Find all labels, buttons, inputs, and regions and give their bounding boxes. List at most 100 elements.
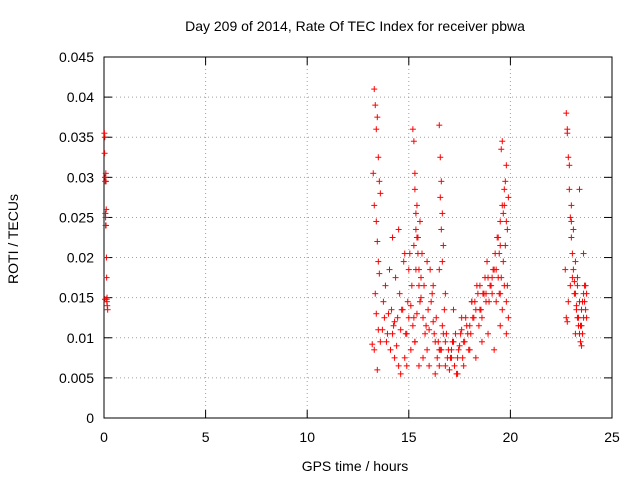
chart-title: Day 209 of 2014, Rate Of TEC Index for r… bbox=[185, 18, 525, 34]
data-point bbox=[103, 206, 110, 213]
data-point bbox=[457, 330, 464, 337]
data-point bbox=[397, 326, 404, 333]
x-tick-label: 25 bbox=[604, 429, 620, 445]
data-point bbox=[104, 306, 111, 313]
data-point bbox=[372, 290, 379, 297]
data-point bbox=[497, 242, 504, 249]
data-point bbox=[411, 170, 418, 177]
data-point bbox=[397, 370, 404, 377]
data-point bbox=[385, 310, 392, 317]
data-point bbox=[403, 362, 410, 369]
data-point bbox=[101, 150, 108, 157]
data-point bbox=[427, 266, 434, 273]
data-point bbox=[424, 346, 431, 353]
data-point bbox=[582, 306, 589, 313]
data-point bbox=[493, 298, 500, 305]
axes-frame bbox=[103, 56, 613, 419]
data-point bbox=[420, 314, 427, 321]
data-point bbox=[438, 226, 445, 233]
data-point bbox=[103, 254, 110, 261]
data-point bbox=[454, 354, 461, 361]
grid bbox=[104, 57, 612, 418]
data-point bbox=[376, 178, 383, 185]
data-point bbox=[439, 322, 446, 329]
data-point bbox=[568, 234, 575, 241]
data-point bbox=[503, 298, 510, 305]
data-point bbox=[442, 290, 449, 297]
data-point bbox=[450, 306, 457, 313]
data-point bbox=[371, 202, 378, 209]
data-point bbox=[496, 290, 503, 297]
data-point bbox=[580, 250, 587, 257]
plot-border bbox=[103, 56, 613, 419]
data-point bbox=[430, 282, 437, 289]
data-point bbox=[569, 274, 576, 281]
data-point bbox=[408, 282, 415, 289]
data-point bbox=[401, 250, 408, 257]
data-point bbox=[411, 338, 418, 345]
data-point bbox=[443, 330, 450, 337]
data-point bbox=[420, 354, 427, 361]
data-point bbox=[433, 314, 440, 321]
y-tick-label: 0.025 bbox=[59, 209, 94, 225]
data-point bbox=[387, 346, 394, 353]
data-point bbox=[503, 162, 510, 169]
data-point bbox=[439, 210, 446, 217]
data-point bbox=[406, 250, 413, 257]
data-point bbox=[579, 330, 586, 337]
data-point bbox=[463, 322, 470, 329]
data-point bbox=[478, 314, 485, 321]
data-point bbox=[456, 342, 463, 349]
data-point bbox=[391, 354, 398, 361]
data-point bbox=[573, 306, 580, 313]
data-point bbox=[415, 362, 422, 369]
data-point bbox=[488, 282, 495, 289]
data-point bbox=[439, 258, 446, 265]
data-point bbox=[431, 330, 438, 337]
data-point bbox=[426, 326, 433, 333]
data-point bbox=[102, 170, 109, 177]
data-point bbox=[567, 214, 574, 221]
data-point bbox=[374, 366, 381, 373]
data-point bbox=[374, 114, 381, 121]
x-axis-title: GPS time / hours bbox=[302, 458, 409, 474]
data-point bbox=[389, 234, 396, 241]
data-point bbox=[489, 290, 496, 297]
data-point bbox=[484, 258, 491, 265]
data-point bbox=[574, 274, 581, 281]
data-point bbox=[376, 270, 383, 277]
data-point bbox=[502, 178, 509, 185]
data-point bbox=[409, 126, 416, 133]
data-point bbox=[102, 222, 109, 229]
data-point bbox=[581, 282, 588, 289]
data-point bbox=[375, 258, 382, 265]
data-point bbox=[497, 218, 504, 225]
data-point bbox=[489, 274, 496, 281]
data-point bbox=[475, 322, 482, 329]
data-point bbox=[436, 266, 443, 273]
data-point bbox=[442, 338, 449, 345]
data-point bbox=[449, 338, 456, 345]
data-point bbox=[101, 134, 108, 141]
data-point bbox=[478, 338, 485, 345]
data-point bbox=[486, 298, 493, 305]
data-point bbox=[417, 294, 424, 301]
data-point bbox=[493, 266, 500, 273]
data-point bbox=[392, 274, 399, 281]
data-point bbox=[458, 314, 465, 321]
data-point bbox=[383, 338, 390, 345]
data-point bbox=[451, 362, 458, 369]
data-point bbox=[466, 346, 473, 353]
data-point bbox=[500, 258, 507, 265]
data-point bbox=[452, 330, 459, 337]
data-point bbox=[565, 298, 572, 305]
data-point bbox=[422, 330, 429, 337]
data-points bbox=[101, 86, 590, 377]
y-axis-ticks: 0 0.005 0.01 0.015 0.02 0.025 0.03 0.035 0.04 0.0… bbox=[59, 49, 612, 426]
data-point bbox=[395, 226, 402, 233]
data-point bbox=[401, 354, 408, 361]
data-point bbox=[575, 314, 582, 321]
data-point bbox=[415, 282, 422, 289]
data-point bbox=[458, 326, 465, 333]
data-point bbox=[405, 266, 412, 273]
